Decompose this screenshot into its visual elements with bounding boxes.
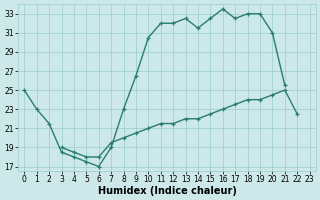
X-axis label: Humidex (Indice chaleur): Humidex (Indice chaleur) [98,186,236,196]
